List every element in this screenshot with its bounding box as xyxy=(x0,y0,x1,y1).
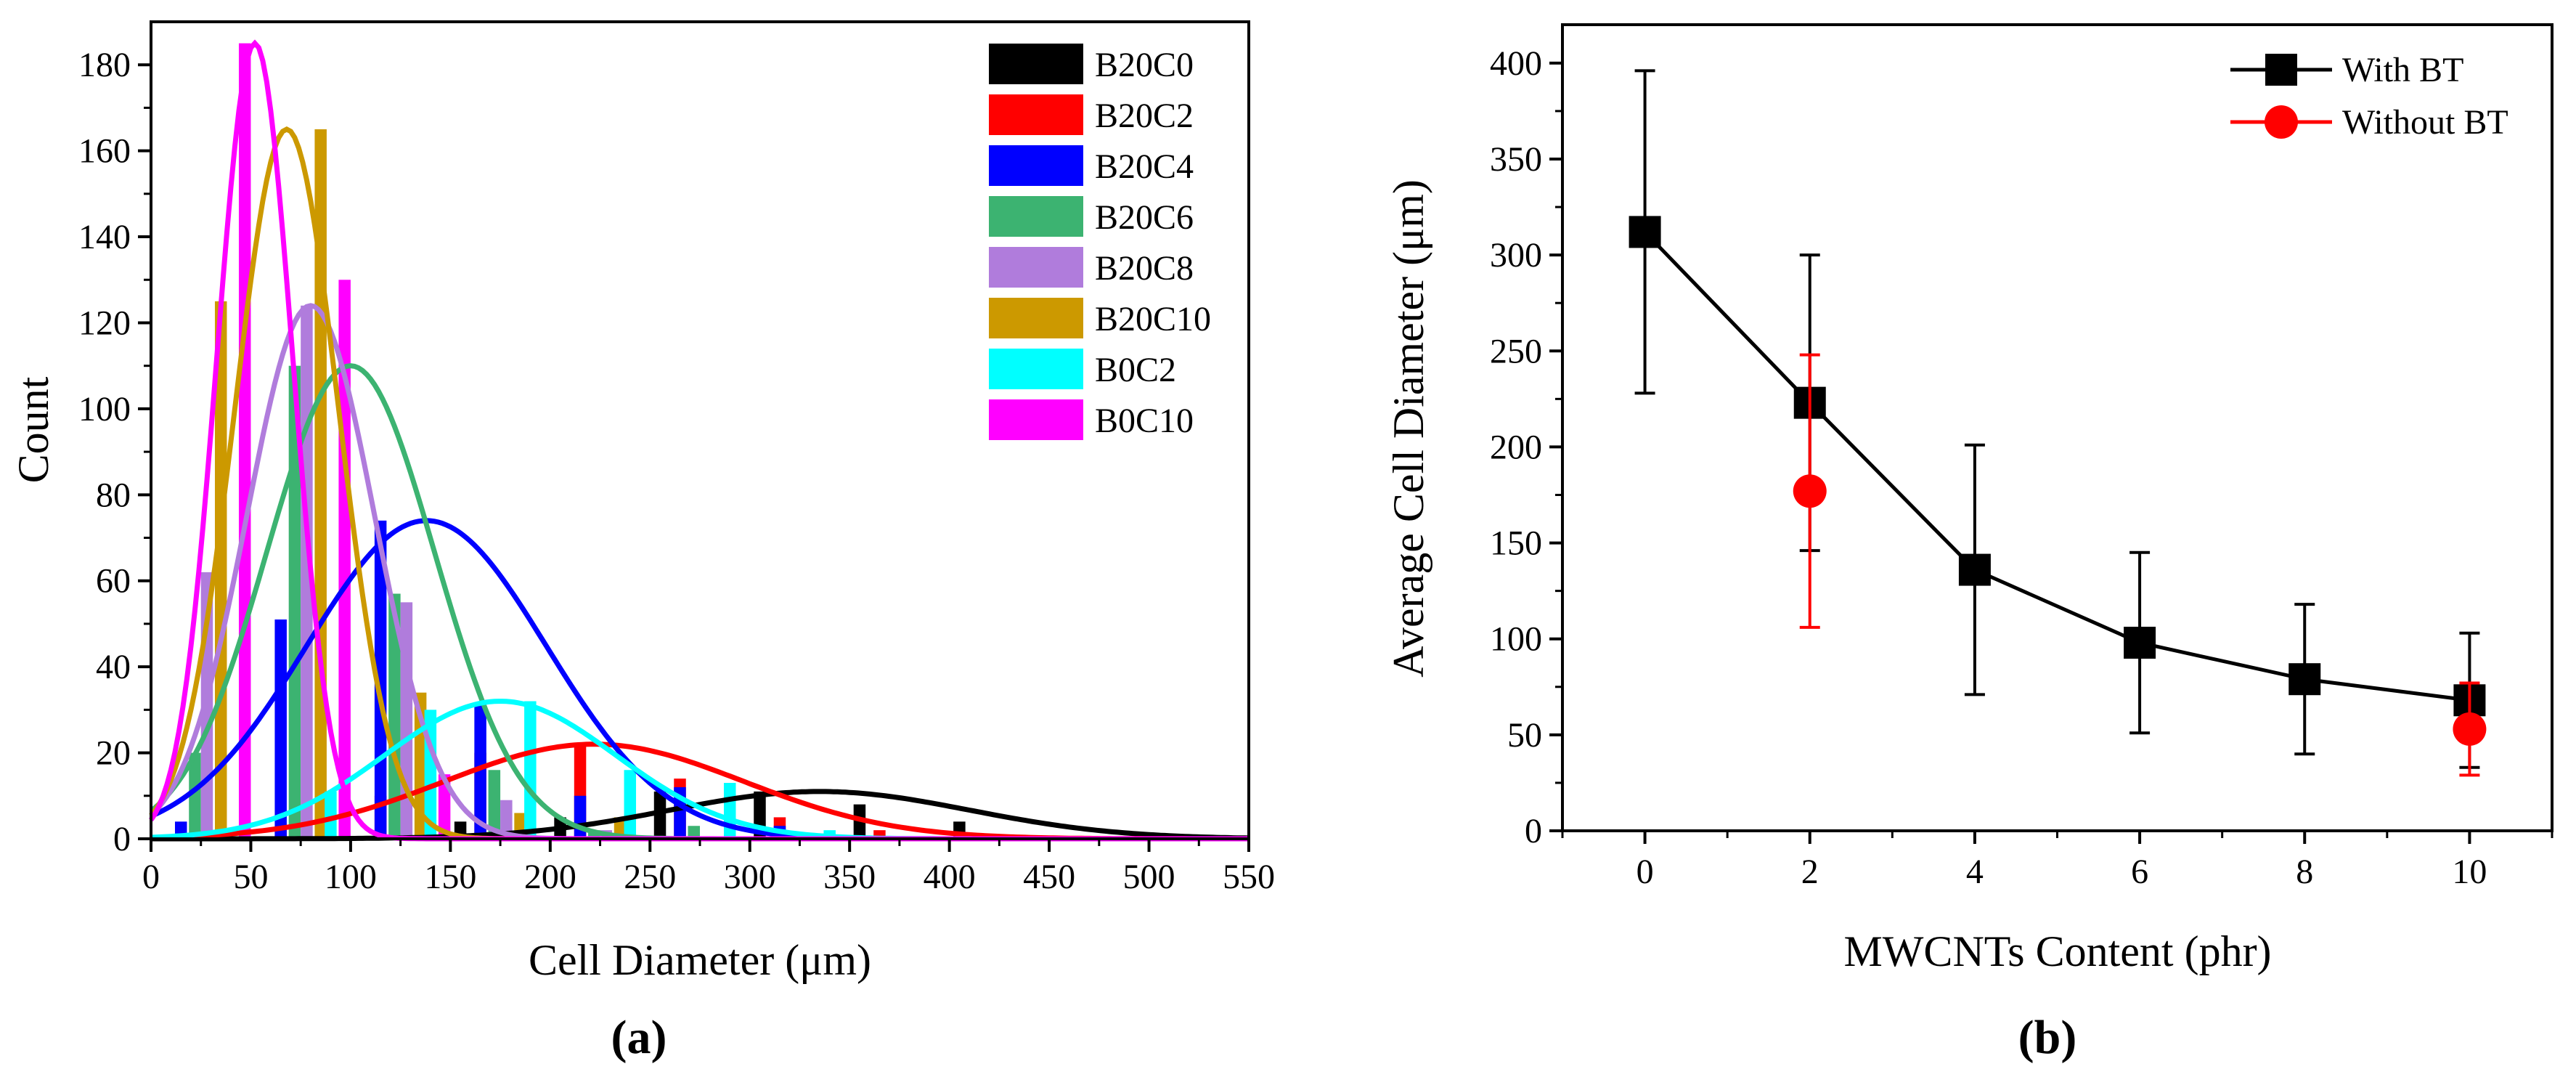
panel-label-a: (a) xyxy=(611,1011,667,1064)
y-tick-label-180: 180 xyxy=(78,46,131,84)
data-point-With-BT-0 xyxy=(1629,216,1661,248)
histogram-x-axis-title: Cell Diameter (μm) xyxy=(529,936,871,984)
x-tick-label-300: 300 xyxy=(724,858,776,896)
panel-label-b: (b) xyxy=(2018,1011,2077,1064)
legend-swatch-B20C2 xyxy=(989,94,1083,135)
y-tick-label-160: 160 xyxy=(78,132,131,171)
histogram-bar-B20C6-122 xyxy=(388,593,401,839)
histogram-bar-B20C0-255 xyxy=(653,791,667,839)
x-tick-label-100: 100 xyxy=(325,858,377,896)
legend-label-B20C8: B20C8 xyxy=(1095,249,1194,288)
legend-label-Without-BT: Without BT xyxy=(2342,103,2508,142)
legend-label-B0C2: B0C2 xyxy=(1095,351,1176,389)
histogram-bar-B0C2-240 xyxy=(624,770,637,839)
y-tick-label-100: 100 xyxy=(78,390,131,428)
legend-label-B20C0: B20C0 xyxy=(1095,46,1194,84)
legend-label-With-BT: With BT xyxy=(2342,51,2463,89)
histogram-bar-B20C4-65 xyxy=(274,619,287,839)
histogram-bar-B20C8-178 xyxy=(500,800,513,839)
cell-diameter-x-axis-title: MWCNTs Content (phr) xyxy=(1843,927,2271,975)
b-y-tick-label-50: 50 xyxy=(1507,716,1542,755)
histogram-bar-B20C2-365 xyxy=(873,830,886,839)
b-x-tick-label-2: 2 xyxy=(1801,853,1819,891)
b-y-tick-label-400: 400 xyxy=(1490,44,1542,83)
legend-marker-With-BT xyxy=(2265,54,2297,86)
histogram-bar-B20C6-22 xyxy=(189,752,201,839)
legend-swatch-B0C2 xyxy=(989,349,1083,389)
y-tick-label-0: 0 xyxy=(113,820,131,858)
b-x-tick-label-6: 6 xyxy=(2131,853,2148,891)
x-tick-label-400: 400 xyxy=(924,858,976,896)
x-tick-label-50: 50 xyxy=(233,858,268,896)
legend-swatch-B20C6 xyxy=(989,196,1083,237)
histogram-bar-B0C10-47 xyxy=(238,43,251,840)
b-y-tick-label-150: 150 xyxy=(1490,524,1542,563)
data-point-With-BT-6 xyxy=(2124,627,2156,659)
histogram-panel: 0 50 100 150 200 250 300 350 400 450 500 550 0 20 40 60… xyxy=(9,20,1275,1064)
legend-label-B20C10: B20C10 xyxy=(1095,300,1211,338)
y-tick-label-140: 140 xyxy=(78,218,131,256)
histogram-legend: B20C0 B20C2 B20C4 B20C6 B20C8 B20C10 B0C2 B0C10 xyxy=(989,44,1211,440)
cell-diameter-legend: With BT Without BT xyxy=(2230,51,2508,142)
legend-marker-Without-BT xyxy=(2265,105,2298,139)
legend-label-B20C4: B20C4 xyxy=(1095,147,1194,186)
cell-diameter-plot xyxy=(1629,69,2487,777)
cell-diameter-y-axis-title: Average Cell Diameter (μm) xyxy=(1385,179,1432,678)
b-x-tick-label-4: 4 xyxy=(1966,853,1984,891)
histogram-bar-B0C2-290 xyxy=(723,783,736,839)
histogram-bar-B20C6-272 xyxy=(688,826,700,839)
y-tick-label-120: 120 xyxy=(78,304,131,342)
data-point-With-BT-8 xyxy=(2288,663,2321,696)
y-tick-label-40: 40 xyxy=(96,648,131,686)
x-tick-label-0: 0 xyxy=(142,858,160,896)
series-line-With-BT xyxy=(1643,230,2470,702)
b-y-tick-label-250: 250 xyxy=(1490,332,1542,370)
histogram-bar-B20C6-222 xyxy=(588,830,600,839)
b-x-tick-label-0: 0 xyxy=(1637,853,1654,891)
x-tick-label-450: 450 xyxy=(1023,858,1075,896)
x-tick-label-350: 350 xyxy=(823,858,876,896)
b-y-tick-label-200: 200 xyxy=(1490,428,1542,466)
histogram-bar-B0C10-147 xyxy=(438,774,451,839)
x-tick-label-150: 150 xyxy=(424,858,476,896)
b-y-tick-label-350: 350 xyxy=(1490,140,1542,179)
b-x-tick-label-8: 8 xyxy=(2296,853,2313,891)
histogram-bar-B20C4-215 xyxy=(574,795,587,839)
b-x-tick-label-10: 10 xyxy=(2452,853,2487,891)
histogram-bars xyxy=(174,43,966,840)
b-y-tick-label-100: 100 xyxy=(1490,620,1542,659)
legend-label-B0C10: B0C10 xyxy=(1095,402,1194,440)
histogram-bar-B20C6-72 xyxy=(288,365,301,839)
x-tick-label-250: 250 xyxy=(624,858,676,896)
legend-swatch-B20C0 xyxy=(989,44,1083,84)
histogram-bar-B0C2-90 xyxy=(325,791,337,839)
b-y-tick-label-0: 0 xyxy=(1525,812,1542,850)
x-tick-label-500: 500 xyxy=(1123,858,1175,896)
legend-label-B20C6: B20C6 xyxy=(1095,198,1194,237)
legend-swatch-B20C4 xyxy=(989,145,1083,186)
data-point-Without-BT-10 xyxy=(2453,712,2487,746)
cell-diameter-plot-frame xyxy=(1561,23,2553,832)
data-point-With-BT-4 xyxy=(1958,553,1991,586)
histogram-axes: 0 50 100 150 200 250 300 350 400 450 500 550 0 20 40 60… xyxy=(78,46,1275,896)
legend-swatch-B20C10 xyxy=(989,298,1083,338)
data-point-Without-BT-2 xyxy=(1793,474,1827,508)
y-tick-label-60: 60 xyxy=(96,562,131,601)
legend-label-B20C2: B20C2 xyxy=(1095,97,1194,135)
b-y-tick-label-300: 300 xyxy=(1490,236,1542,275)
legend-swatch-B0C10 xyxy=(989,399,1083,440)
y-tick-label-20: 20 xyxy=(96,734,131,773)
histogram-y-axis-title: Count xyxy=(9,376,57,483)
x-tick-label-200: 200 xyxy=(524,858,576,896)
y-tick-label-80: 80 xyxy=(96,476,131,514)
histogram-bar-B0C2-190 xyxy=(524,701,537,839)
histogram-bar-B20C6-172 xyxy=(488,770,501,839)
x-tick-label-550: 550 xyxy=(1223,858,1275,896)
legend-swatch-B20C8 xyxy=(989,247,1083,288)
histogram-bar-B20C4-165 xyxy=(474,705,486,839)
